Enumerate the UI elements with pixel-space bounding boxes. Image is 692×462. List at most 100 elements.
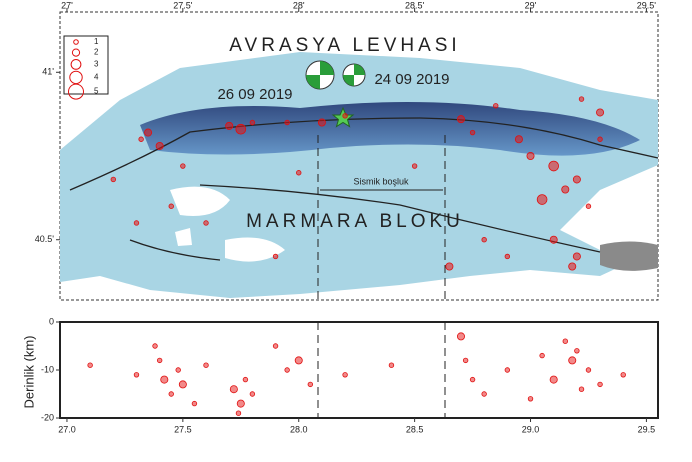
hypocenter xyxy=(456,332,465,341)
epicenter xyxy=(110,176,117,183)
epicenter xyxy=(272,253,279,260)
epicenter xyxy=(317,118,326,127)
hypocenter xyxy=(562,338,568,344)
hypocenter xyxy=(469,376,476,383)
epicenter xyxy=(568,262,577,271)
hypocenter xyxy=(284,367,290,373)
hypocenter xyxy=(481,391,487,397)
epicenter xyxy=(561,185,570,194)
x-tick-label: 27' xyxy=(61,0,73,10)
epicenter xyxy=(133,220,140,226)
x-tick-label: 29' xyxy=(525,0,537,10)
islands xyxy=(170,186,285,262)
epicenter xyxy=(144,128,153,137)
hypocenter xyxy=(133,372,140,378)
epicenter xyxy=(155,141,164,150)
epicenter xyxy=(284,119,290,126)
epicenter xyxy=(138,136,144,142)
epicenter xyxy=(180,163,186,169)
x-tick-label: 28.5 xyxy=(406,424,424,434)
epicenter xyxy=(572,252,581,261)
y-tick-label: 41' xyxy=(42,67,54,77)
legend-symbol xyxy=(68,83,84,100)
focal-mechanisms xyxy=(305,60,366,128)
hypocenter xyxy=(178,380,187,389)
epicenter xyxy=(504,253,511,260)
hypocenter xyxy=(620,372,626,378)
hypocenter xyxy=(168,391,174,397)
hypocenter xyxy=(527,396,534,402)
hypocenter xyxy=(229,385,238,394)
y-tick-label: -20 xyxy=(41,412,54,422)
hypocenter xyxy=(272,343,279,349)
lake xyxy=(600,241,658,271)
hypocenter xyxy=(294,356,303,365)
y-tick-label: 40.5' xyxy=(35,234,55,244)
epicenter xyxy=(526,151,535,160)
hypocenter xyxy=(504,367,511,373)
gap-label: Sismik boşluk xyxy=(353,176,409,186)
y-tick-label: -10 xyxy=(41,364,54,374)
hypocenter xyxy=(160,375,169,384)
hypocenter xyxy=(156,357,163,364)
epicenter xyxy=(481,237,487,243)
epicenter xyxy=(203,220,209,226)
hypocenter xyxy=(549,375,558,384)
epicenter xyxy=(549,235,558,244)
legend-label: 4 xyxy=(94,73,99,82)
hypocenter xyxy=(388,362,395,368)
section-frame xyxy=(59,321,659,419)
x-tick-label: 29.5' xyxy=(637,0,657,10)
block-label: MARMARA BLOKU xyxy=(246,211,464,232)
legend-symbol xyxy=(73,39,79,45)
hypocenter xyxy=(249,391,256,397)
epicenter xyxy=(585,203,592,209)
hypocenter xyxy=(342,372,348,378)
y-tick-label: 0 xyxy=(49,316,54,326)
legend-label: 3 xyxy=(94,60,99,69)
hypocenter xyxy=(203,362,209,368)
epicenter xyxy=(445,262,454,271)
epicenter xyxy=(411,163,418,169)
hypocenter xyxy=(568,356,577,365)
epicenter xyxy=(597,136,603,142)
hypocenter xyxy=(574,348,580,354)
y-axis-title: Derinlik (km) xyxy=(21,336,36,409)
epicenter xyxy=(225,121,234,130)
x-tick-label: 27.0 xyxy=(58,424,76,434)
epicenter xyxy=(456,115,465,124)
legend-symbol xyxy=(71,48,81,57)
epicenter xyxy=(235,123,247,135)
x-tick-label: 27.5' xyxy=(173,0,193,10)
plate-label: AVRASYA LEVHASI xyxy=(229,35,460,56)
deep-basin xyxy=(140,101,640,156)
hypocenter xyxy=(578,386,585,392)
hypocenter xyxy=(236,399,245,408)
hypocenter xyxy=(191,400,198,407)
hypocenter xyxy=(597,381,603,388)
legend-symbol xyxy=(70,59,82,70)
epicenter xyxy=(493,103,499,109)
hypocenter xyxy=(585,367,592,373)
x-tick-label: 29.0 xyxy=(522,424,540,434)
epicenter xyxy=(572,175,581,184)
legend xyxy=(63,35,109,95)
hypocenter xyxy=(462,357,469,364)
epicenter xyxy=(249,119,256,126)
x-tick-label: 28' xyxy=(293,0,305,10)
hypocenter xyxy=(235,410,242,416)
hypocenter xyxy=(175,367,181,373)
legend-label: 2 xyxy=(94,48,99,57)
hypocenter xyxy=(242,376,249,383)
x-tick-label: 28.0 xyxy=(290,424,308,434)
epicenter xyxy=(514,135,523,144)
epicenter xyxy=(578,96,585,102)
hypocenter xyxy=(152,343,158,349)
x-tick-label: 27.5 xyxy=(174,424,192,434)
epicenter xyxy=(168,203,174,209)
depth-panel: Derinlik (km) xyxy=(21,321,659,419)
event-label: 26 09 2019 xyxy=(217,86,292,103)
epicenter xyxy=(342,113,348,119)
x-tick-label: 28.5' xyxy=(405,0,425,10)
